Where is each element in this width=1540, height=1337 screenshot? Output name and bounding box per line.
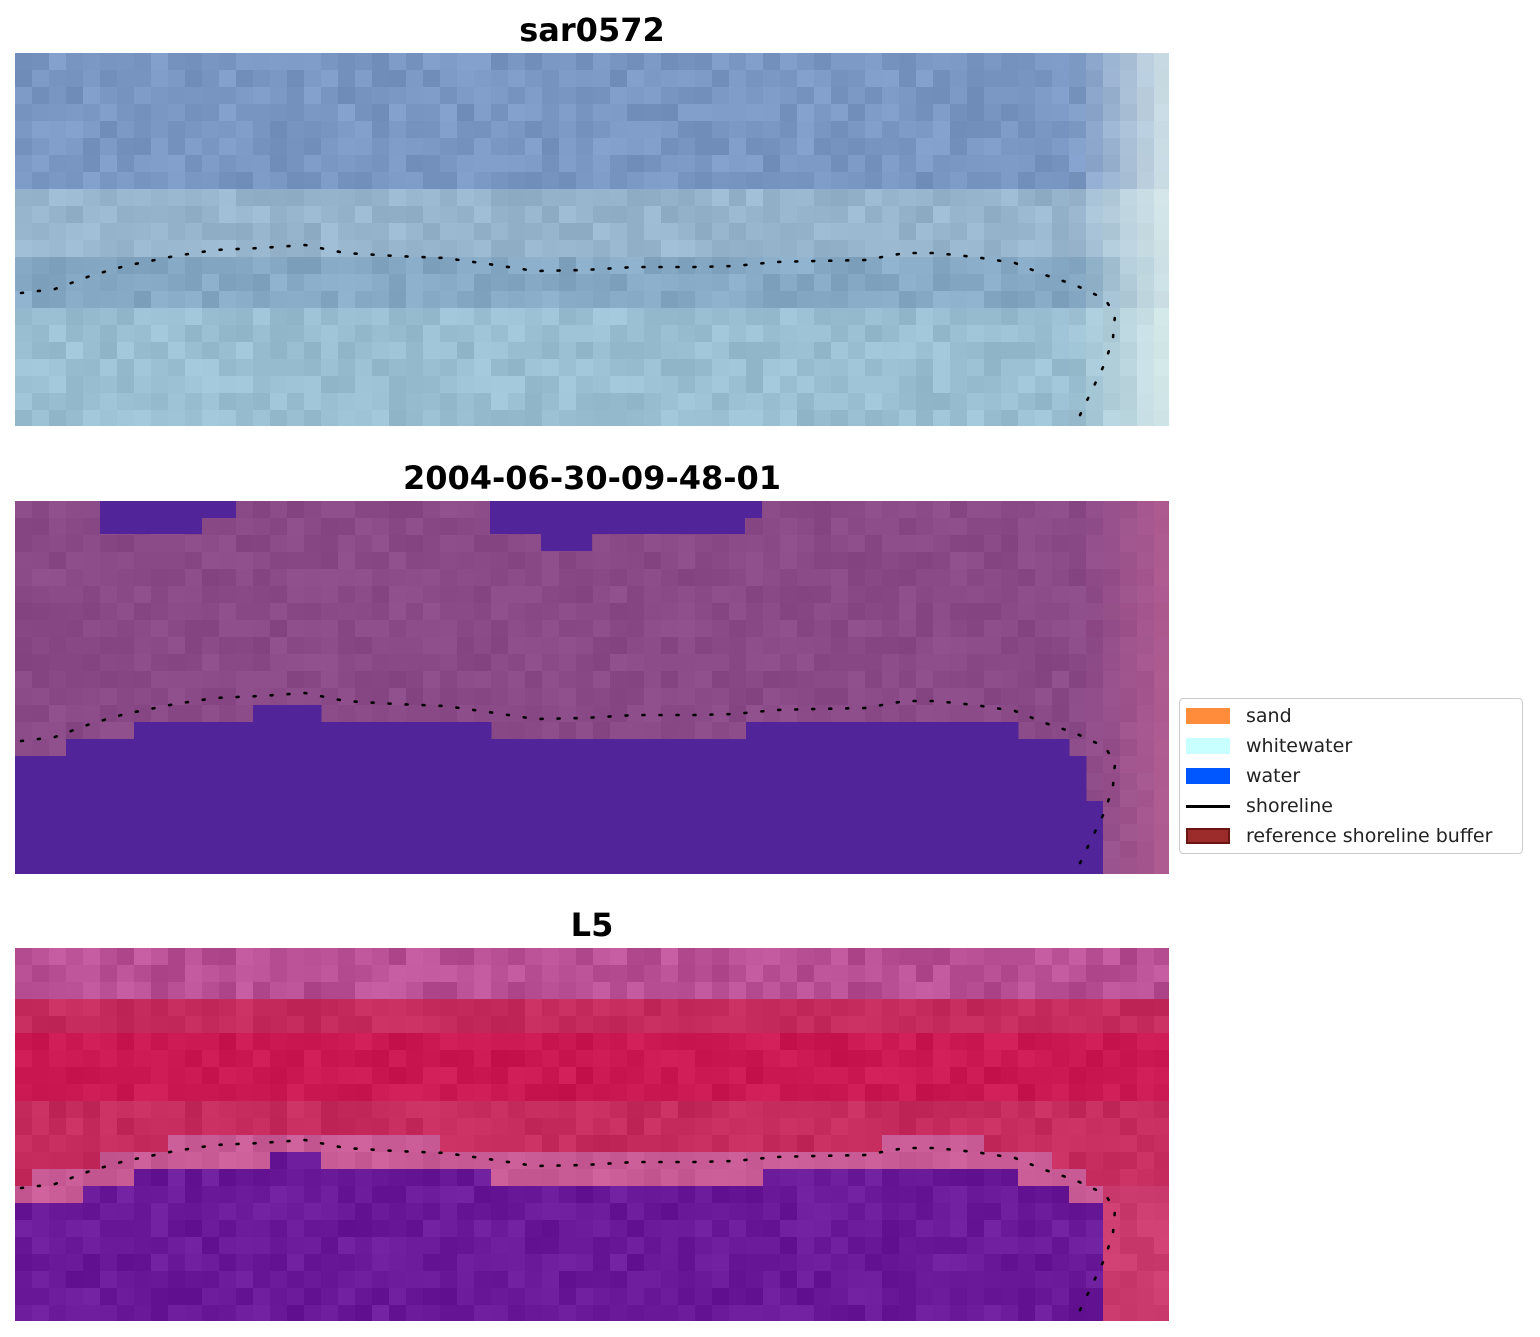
legend-swatch-shoreline xyxy=(1186,805,1230,808)
classified-image xyxy=(15,501,1169,874)
rgb-image-panel xyxy=(15,53,1169,426)
index-image-panel xyxy=(15,948,1169,1321)
legend-swatch-whitewater xyxy=(1186,738,1230,754)
legend-label-reference-buffer: reference shoreline buffer xyxy=(1246,825,1493,847)
legend: sand whitewater water shoreline referenc… xyxy=(1179,698,1523,854)
legend-label-water: water xyxy=(1246,765,1301,787)
legend-label-whitewater: whitewater xyxy=(1246,735,1353,757)
legend-label-sand: sand xyxy=(1246,705,1292,727)
legend-swatch-water xyxy=(1186,768,1230,784)
index-image xyxy=(15,948,1169,1321)
legend-swatch-reference-buffer xyxy=(1186,828,1230,844)
rgb-image xyxy=(15,53,1169,426)
panel-title-rgb: sar0572 xyxy=(519,11,665,49)
legend-swatch-sand xyxy=(1186,708,1230,724)
legend-label-shoreline: shoreline xyxy=(1246,795,1333,817)
panel-title-classified: 2004-06-30-09-48-01 xyxy=(402,459,782,497)
classified-image-panel xyxy=(15,501,1169,874)
panel-title-index: L5 xyxy=(570,906,614,944)
